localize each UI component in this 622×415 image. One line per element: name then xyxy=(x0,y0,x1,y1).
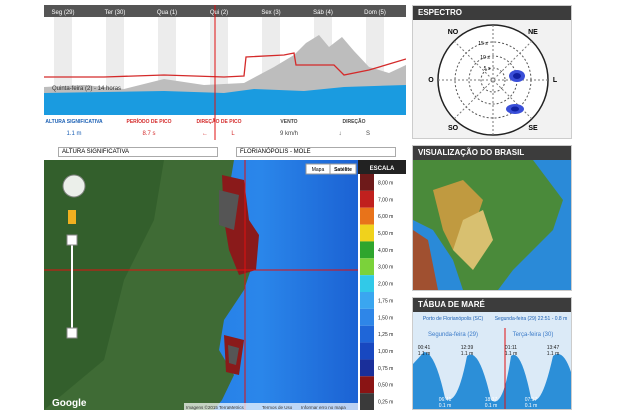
tide-time: 01:11 xyxy=(505,345,517,351)
map-footer: Termos de Uso xyxy=(262,405,293,410)
day-label: Qui (2) xyxy=(210,10,228,16)
day-label: Sex (3) xyxy=(261,10,280,16)
ring-label: 10 s xyxy=(480,55,490,61)
google-logo: Google xyxy=(52,398,87,409)
metric-value: 8.7 s xyxy=(142,131,155,137)
ring-label: 5 s xyxy=(484,66,491,72)
day-label: Sáb (4) xyxy=(313,10,333,16)
tide-current: Segunda-feira (29) 22:51 - 0.8 m xyxy=(495,316,568,322)
tide-height: 1.1 m xyxy=(461,351,474,357)
scale-label: 8,00 m xyxy=(378,180,393,186)
metric-value: 9 km/h xyxy=(280,131,298,137)
footer-bg xyxy=(184,403,358,410)
tide-height: 1.1 m xyxy=(418,351,431,357)
tide-day: Terça-feira (30) xyxy=(513,332,554,338)
scale-label: 1,50 m xyxy=(378,315,393,321)
tide-port: Porto de Florianópolis (SC) xyxy=(423,316,484,322)
direction-label: SE xyxy=(528,125,538,132)
tide-day: Segunda-feira (29) xyxy=(428,332,478,338)
direction-label: SO xyxy=(448,125,459,132)
scale-swatch xyxy=(360,275,374,292)
tide-time: 13:47 xyxy=(547,345,560,351)
day-label: Ter (30) xyxy=(105,10,126,16)
map: ESCALA 8,00 m 7,00 m 6,00 m 5,00 m 4,00 m 3,00… xyxy=(44,160,406,410)
scale-label: 0,50 m xyxy=(378,383,393,389)
scale-swatch xyxy=(360,174,374,191)
forecast-caption: Quinta-feira (2) - 14 horas xyxy=(52,86,121,92)
scale-swatch xyxy=(360,207,374,225)
metric-label: DIREÇÃO xyxy=(342,118,365,125)
forecast-chart: Quinta-feira (2) - 14 horas Seg (29) Ter … xyxy=(44,5,406,140)
scale-label: 2,00 m xyxy=(378,282,393,288)
tide-height: 0.1 m xyxy=(485,403,498,409)
brasil-map xyxy=(413,160,571,290)
day-label: Dom (5) xyxy=(364,10,386,16)
scale-label: 3,00 m xyxy=(378,265,393,271)
metric-value: L xyxy=(231,131,235,137)
scale-swatch xyxy=(360,224,374,242)
scale-label: 6,00 m xyxy=(378,214,393,220)
metric-label: VENTO xyxy=(280,119,297,125)
scale-swatch xyxy=(360,292,374,309)
tide-time: 18:37 xyxy=(485,397,498,403)
tide-time: 06:41 xyxy=(439,397,452,403)
metric-value: ↓ xyxy=(339,131,342,137)
map-footer: Informar erro no mapa xyxy=(301,405,346,410)
metric-label: PERÍODO DE PICO xyxy=(126,117,171,125)
tide-time: 00:41 xyxy=(418,345,431,351)
metric-value: 1.1 m xyxy=(66,131,81,137)
map-footer: Imagens ©2015 TerraMetrics xyxy=(186,404,245,410)
brasil-panel: VISUALIZAÇÃO DO BRASIL xyxy=(412,145,572,291)
spectrum-chart: NO NE O L SO SE 15 s 10 s 5 s xyxy=(428,24,558,136)
direction-label: NO xyxy=(448,29,459,36)
tide-chart: Porto de Florianópolis (SC) Segunda-feira… xyxy=(413,312,571,409)
tide-height: 1.1 m xyxy=(547,351,560,357)
direction-label: NE xyxy=(528,29,538,36)
scale-swatch xyxy=(360,393,374,410)
scale-swatch xyxy=(360,325,374,343)
scale-swatch xyxy=(360,308,374,326)
scale-header xyxy=(358,160,406,174)
tide-time: 12:39 xyxy=(461,345,474,351)
tide-height: 0.1 m xyxy=(439,403,452,409)
scale-label: 0,75 m xyxy=(378,366,393,372)
scale-label: 4,00 m xyxy=(378,248,393,254)
tide-panel: TÁBUA DE MARÉ Porto de Florianópolis (SC… xyxy=(412,297,572,410)
direction-label: O xyxy=(428,77,434,84)
scale-swatch xyxy=(360,258,374,276)
tide-height: 1.1 m xyxy=(505,351,518,357)
day-label: Qua (1) xyxy=(157,10,177,16)
tide-time: 07:17 xyxy=(525,397,538,403)
scale-label: 0,25 m xyxy=(378,400,393,406)
scale-swatch xyxy=(360,376,374,394)
metric-value: S xyxy=(366,131,370,137)
metric-value: ← xyxy=(202,131,208,137)
spot-select[interactable]: FLORIANÓPOLIS - MOLE xyxy=(236,147,396,157)
scale-label: 7,00 m xyxy=(378,197,393,203)
ring-label: 15 s xyxy=(478,41,488,47)
layer-select[interactable]: ALTURA SIGNIFICATIVA xyxy=(58,147,218,157)
satellite-button-label[interactable]: Satélite xyxy=(334,167,352,173)
tide-title: TÁBUA DE MARÉ xyxy=(413,298,571,312)
scale-title: ESCALA xyxy=(370,166,395,172)
scale-swatch xyxy=(360,359,374,377)
scale-swatch xyxy=(360,342,374,360)
metric-label: DIREÇÃO DE PICO xyxy=(196,118,241,125)
metric-label: ALTURA SIGNIFICATIVA xyxy=(45,119,103,125)
day-label: Seg (29) xyxy=(51,10,74,16)
scale-label: 1,75 m xyxy=(378,298,393,304)
scale-label: 1,00 m xyxy=(378,349,393,355)
map-button-label[interactable]: Mapa xyxy=(312,167,325,173)
brasil-title: VISUALIZAÇÃO DO BRASIL xyxy=(413,146,571,160)
scale-swatch xyxy=(360,241,374,259)
scale-label: 1,25 m xyxy=(378,332,393,338)
satellite-button[interactable] xyxy=(329,163,357,175)
spectrum-panel: ESPECTRO NO NE O L SO SE 15 s 10 s 5 s xyxy=(412,5,572,139)
spectrum-title: ESPECTRO xyxy=(413,6,571,20)
tide-height: 0.1 m xyxy=(525,403,538,409)
direction-label: L xyxy=(553,77,558,84)
scale-label: 5,00 m xyxy=(378,231,393,237)
scale-swatch xyxy=(360,190,374,208)
